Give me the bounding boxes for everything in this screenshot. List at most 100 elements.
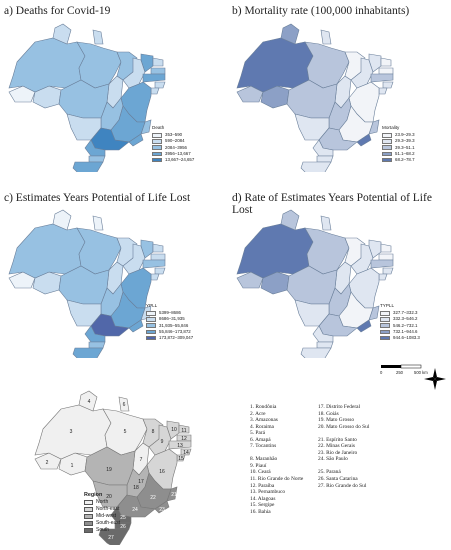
legend-swatch [146, 335, 156, 341]
state-shape-ap [320, 215, 332, 231]
region-state-al [180, 448, 192, 456]
legend-label: 546.2–732.1 [393, 322, 418, 328]
state-shape-se [378, 273, 388, 281]
state-number-label: 25 [120, 515, 126, 521]
state-list-item: 25. Paraná [318, 469, 341, 476]
state-shape-rn [380, 243, 392, 253]
state-shape-ce [368, 53, 382, 73]
state-shape-rs [300, 347, 332, 358]
region-label: South [96, 527, 110, 533]
legend-typll: TYPLL 327.7–332.3 332.3–546.2 546.2–732.1 7… [380, 303, 420, 341]
state-list-item: 4. Roraima [250, 423, 274, 430]
state-list-item: 14. Alagoas [250, 495, 276, 502]
state-shape-rn [380, 57, 392, 67]
legend-item: 590–2084 [152, 138, 194, 144]
legend-swatch [380, 317, 390, 322]
legend-item: 546.2–732.1 [380, 323, 420, 329]
state-number-label: 19 [106, 467, 112, 473]
state-shape-ap [92, 215, 104, 231]
state-number-label: 10 [171, 427, 177, 433]
state-number-label: 17 [138, 479, 144, 485]
state-list-item: 6. Amapá [250, 436, 271, 443]
scale-label: 250 [396, 370, 403, 375]
state-list-item: 17. Distrito Federal [318, 404, 361, 410]
legend-label: 732.1–944.6 [393, 328, 418, 334]
legend-mortality: Mortality 23.9–29.3 29.3–39.3 39.3–51.1 51.… [382, 125, 415, 163]
state-number-label: 3 [70, 429, 73, 435]
state-number-label: 24 [132, 507, 138, 513]
state-list-item: 22. Minas Gerais [318, 443, 355, 450]
state-list-item: 26. Santa Catarina [318, 476, 358, 483]
legend-label: 327.7–332.3 [393, 310, 418, 316]
state-number-label: 16 [159, 469, 165, 475]
state-number-label: 13 [177, 443, 183, 449]
state-list-item: 11. Rio Grande do Norte [250, 476, 304, 483]
legend-label: 23.9–29.3 [395, 132, 415, 138]
state-shape-pe [370, 73, 394, 83]
legend-label: 51.1–68.2 [395, 150, 415, 156]
legend-deaths: Death 353–590 590–2084 2084–3956 3956–13,66… [152, 125, 194, 163]
legend-label: 13,667–24,657 [165, 156, 195, 162]
state-list-item: 21. Espírito Santo [318, 436, 357, 443]
region-state-ce [166, 420, 180, 440]
state-shape-sc [88, 341, 106, 349]
legend-label: 8686–31,935 [159, 316, 185, 322]
state-list-item: 24. São Paulo [318, 456, 348, 463]
legend-ypll: YPLL 5399–8686 8686–31,935 31,935–55,846 55… [146, 303, 193, 341]
state-shape-pe [142, 259, 166, 269]
state-shape-rs [300, 161, 332, 172]
legend-swatch [382, 151, 392, 157]
region-swatch [84, 521, 93, 526]
region-swatch [84, 514, 93, 519]
state-list-item: 12. Paraíba [250, 482, 275, 489]
state-number-label: 8 [152, 429, 155, 435]
state-list-item: 5. Pará [250, 430, 265, 437]
legend-title: Death [152, 125, 165, 130]
legend-title: Mortality [382, 125, 400, 130]
state-shape-pa [304, 227, 350, 275]
state-shape-mt [58, 79, 110, 119]
state-shape-pe [142, 73, 166, 83]
legend-item: 51.1–68.2 [382, 151, 415, 157]
region-label: South-east [96, 520, 121, 526]
state-shape-ap [92, 29, 104, 45]
state-shape-ce [368, 239, 382, 259]
state-shape-rn [152, 57, 164, 67]
state-number-label: 9 [161, 439, 164, 445]
region-state-rs [98, 528, 130, 545]
state-shape-ac [8, 271, 36, 289]
legend-item: 732.1–944.6 [380, 329, 420, 335]
state-shape-rn [152, 243, 164, 253]
legend-item: 55,846–173,872 [146, 329, 193, 335]
legend-swatch [146, 317, 156, 322]
legend-title: TYPLL [380, 303, 395, 308]
state-list-item: 18. Goiás [318, 410, 339, 417]
state-number-label: 11 [181, 428, 186, 434]
legend-swatch [380, 323, 390, 328]
state-list-item: 9. Piauí [250, 462, 267, 469]
legend-item: 173,872–309,047 [146, 335, 193, 341]
north-arrow-icon [424, 368, 446, 390]
region-label: North-east [96, 506, 120, 512]
state-shape-rj [356, 319, 372, 333]
region-state-ac [34, 452, 62, 470]
region-legend-item: North-east [84, 506, 120, 513]
state-list-item: 3. Amazonas [250, 417, 278, 424]
state-list-item: 16. Bahia [250, 508, 271, 515]
legend-item: 2084–3956 [152, 145, 194, 151]
state-number-label: 15 [178, 456, 184, 462]
legend-label: 944.6–1083.3 [393, 334, 420, 340]
state-number-label: 2 [46, 460, 49, 466]
state-shape-al [382, 267, 394, 275]
region-label: North [96, 499, 109, 505]
state-shape-rj [356, 133, 372, 147]
region-legend-item: Mid-west [84, 513, 120, 520]
state-number-label: 14 [183, 450, 189, 456]
legend-label: 332.3–546.2 [393, 316, 418, 322]
state-shape-pb [378, 67, 394, 75]
scale-label: 0 [380, 370, 383, 375]
legend-swatch [152, 157, 162, 163]
state-number-label: 21 [171, 492, 177, 498]
legend-label: 353–590 [165, 132, 183, 138]
state-list-item: 15. Sergipe [250, 502, 275, 509]
